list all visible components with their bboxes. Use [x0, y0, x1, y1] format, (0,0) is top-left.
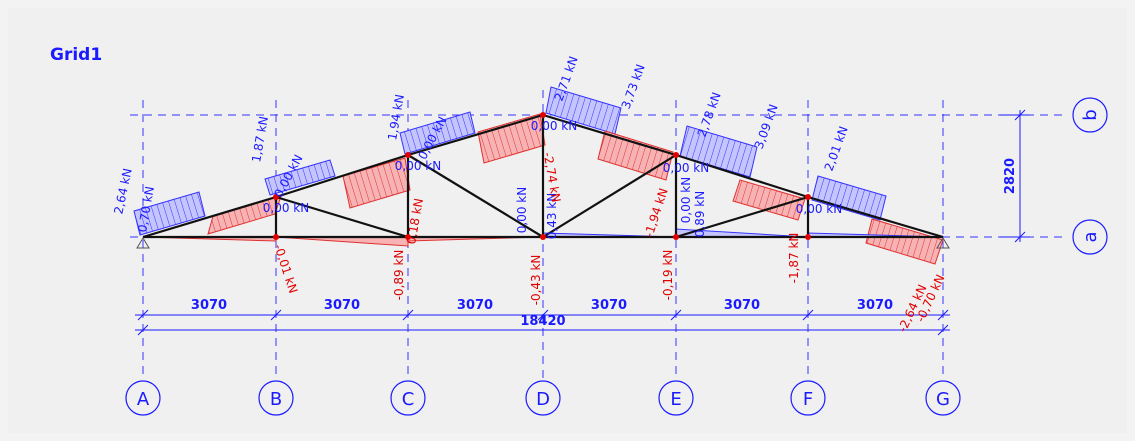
force-label: 0,00 kN	[796, 202, 842, 216]
span-dim: 3070	[324, 298, 360, 313]
axis-label: C	[402, 389, 415, 410]
axis-label: E	[670, 389, 681, 410]
force-diagrams	[133, 86, 944, 265]
span-dim: 3070	[457, 298, 493, 313]
force-label: 0,00 kN	[663, 161, 709, 175]
total-dim: 18420	[520, 314, 565, 329]
force-label: 0,00 kN	[531, 119, 577, 133]
span-dim: 3070	[857, 298, 893, 313]
force-label: -0,89 kN	[392, 250, 406, 301]
supports	[136, 237, 950, 249]
span-dim: 3070	[724, 298, 760, 313]
grid-axes	[125, 97, 1108, 416]
force-label: 0,89 kN	[693, 191, 707, 237]
force-label: 0,43 kN	[545, 193, 559, 239]
axis-label: D	[536, 389, 550, 410]
level-label: a	[1080, 231, 1101, 242]
force-label: -0,19 kN	[661, 250, 675, 301]
nodes	[273, 112, 811, 240]
span-dim: 3070	[591, 298, 627, 313]
force-label: 0,00 kN	[515, 187, 529, 233]
force-label: -1,87 kN	[787, 233, 801, 284]
axis-label: B	[270, 389, 282, 410]
axis-label: A	[137, 389, 150, 410]
axis-label: F	[803, 389, 813, 410]
axis-labels: A B C D E F G a b	[137, 109, 1101, 410]
force-label: 0,00 kN	[395, 159, 441, 173]
force-label: -0,43 kN	[529, 255, 543, 306]
height-dim: 2820	[1003, 158, 1018, 194]
axis-label: G	[936, 389, 950, 410]
span-dim: 3070	[191, 298, 227, 313]
title: Grid1	[50, 45, 102, 65]
force-label: 0,00 kN	[679, 177, 693, 223]
dimension-lines	[135, 109, 1030, 336]
force-label: 0,00 kN	[263, 201, 309, 215]
level-label: b	[1080, 109, 1101, 120]
